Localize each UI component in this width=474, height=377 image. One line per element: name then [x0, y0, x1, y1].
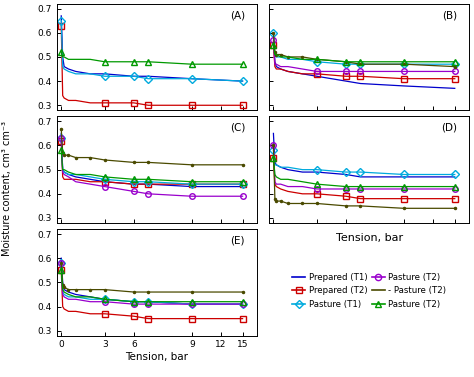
Legend: Prepared (T1), Prepared (T2), Pasture (T1), Pasture (T2), - Pasture (T2), Pastur: Prepared (T1), Prepared (T2), Pasture (T…	[289, 269, 449, 313]
Text: (D): (D)	[441, 123, 457, 133]
X-axis label: Tension, bar: Tension, bar	[126, 352, 189, 362]
Text: Moisture content, cm³ cm⁻³: Moisture content, cm³ cm⁻³	[2, 121, 12, 256]
Text: (E): (E)	[230, 236, 245, 245]
Text: (A): (A)	[230, 10, 245, 20]
Text: Tension, bar: Tension, bar	[336, 233, 403, 243]
Text: (C): (C)	[230, 123, 245, 133]
Text: (B): (B)	[442, 10, 457, 20]
